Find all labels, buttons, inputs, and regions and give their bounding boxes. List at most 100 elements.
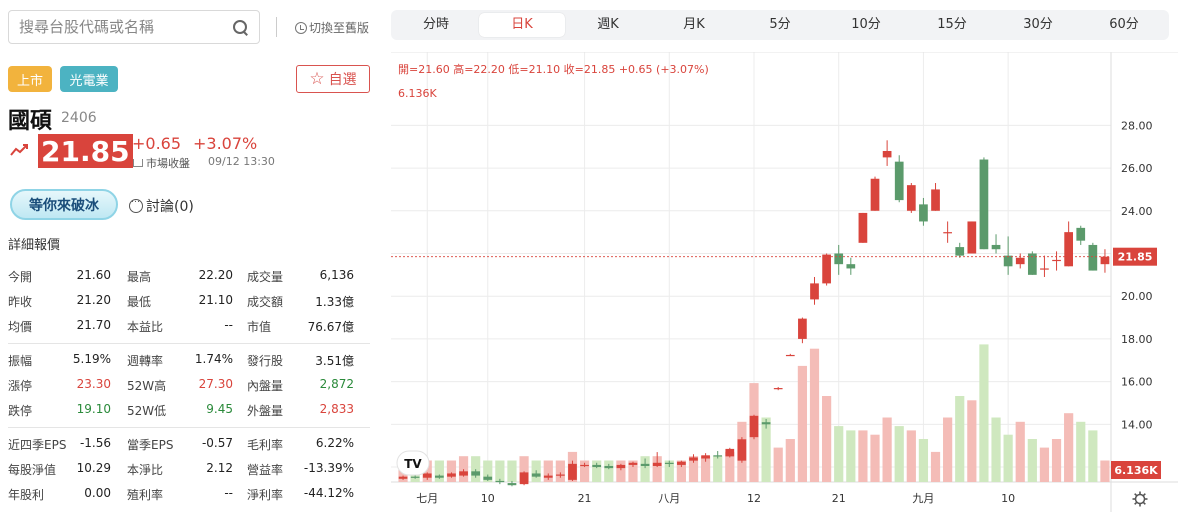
quote-value: 21.20 xyxy=(76,293,111,307)
quote-cell: 跌停 19.10 xyxy=(8,402,113,419)
volume-bar xyxy=(822,396,832,482)
settings-gear-icon xyxy=(1134,493,1146,505)
candlestick-chart[interactable]: 28.0026.0024.0022.0020.0018.0016.0014.00… xyxy=(391,52,1178,523)
quote-label: 漲停 xyxy=(8,379,33,393)
quote-value: 1.33億 xyxy=(315,295,354,309)
quote-value: -1.56 xyxy=(79,436,111,450)
quote-value: 19.10 xyxy=(76,402,111,416)
tab-4[interactable]: 5分 xyxy=(769,17,791,32)
candle-body xyxy=(858,212,868,243)
quote-label: 52W高 xyxy=(127,379,167,393)
volume-bar xyxy=(616,460,626,482)
tab-8[interactable]: 60分 xyxy=(1109,17,1139,32)
quote-label: 成交量 xyxy=(247,270,284,284)
tab-2[interactable]: 週K xyxy=(597,17,619,32)
star-icon: ☆ xyxy=(309,68,325,89)
quote-row: 昨收 21.20 最低 21.10 成交額 1.33億 xyxy=(8,289,370,314)
add-favorite-button[interactable]: ☆ 自選 xyxy=(296,65,370,93)
candle-body xyxy=(580,464,589,467)
tab-3[interactable]: 月K xyxy=(683,17,705,32)
quote-row: 今開 21.60 最高 22.20 成交量 6,136 xyxy=(8,264,370,289)
tab-1[interactable]: 日K xyxy=(479,13,565,37)
quote-value: 21.70 xyxy=(76,318,111,332)
break-ice-button[interactable]: 等你來破冰 xyxy=(10,189,118,220)
quote-value: 3.51億 xyxy=(315,354,354,368)
candle-body xyxy=(785,354,795,357)
volume-bar xyxy=(483,460,493,482)
quote-value: 5.19% xyxy=(72,352,111,366)
quote-row: 年股利 0.00 殖利率 -- 淨利率 -44.12% xyxy=(8,482,370,507)
volume-bar xyxy=(422,460,432,482)
volume-bar xyxy=(834,426,844,482)
candle-body xyxy=(955,247,965,256)
candle-body xyxy=(846,264,856,269)
volume-bar xyxy=(809,348,820,482)
quote-row: 每股淨值 10.29 本淨比 2.12 營益率 -13.39% xyxy=(8,457,370,482)
quote-value: -- xyxy=(224,318,233,332)
tab-5[interactable]: 10分 xyxy=(851,17,881,32)
volume-summary: 6.136K xyxy=(398,87,437,100)
volume-bar xyxy=(713,456,723,482)
volume-bar xyxy=(592,460,602,482)
chart-period-tabs: 分時 日K 週K 月K 5分 10分 15分 30分 60分 xyxy=(391,10,1169,40)
volume-bar xyxy=(555,460,565,482)
quote-label: 本淨比 xyxy=(127,463,164,477)
quote-cell: 本淨比 2.12 xyxy=(113,461,233,478)
candle-body xyxy=(773,388,783,390)
volume-bar xyxy=(797,365,808,482)
tradingview-logo: TV xyxy=(404,457,422,471)
tab-0[interactable]: 分時 xyxy=(422,17,449,32)
candle-body xyxy=(882,150,892,158)
quote-row: 均價 21.70 本益比 -- 市值 76.67億 xyxy=(8,314,370,339)
quote-label: 營益率 xyxy=(247,463,284,477)
search-box[interactable] xyxy=(8,10,260,44)
market-status: 市場收盤 xyxy=(133,155,190,171)
volume-bar xyxy=(640,456,650,482)
quote-separator xyxy=(8,343,370,344)
sector-tag[interactable]: 光電業 xyxy=(60,66,118,92)
volume-bar xyxy=(543,460,553,482)
x-tick-label: 八月 xyxy=(658,492,680,505)
search-icon[interactable] xyxy=(231,18,249,36)
candle-body xyxy=(447,473,456,477)
tab-6[interactable]: 15分 xyxy=(937,17,967,32)
market-tag[interactable]: 上市 xyxy=(8,66,52,92)
volume-bar xyxy=(1088,430,1098,482)
x-tick-label: 10 xyxy=(1001,492,1015,505)
volume-bar xyxy=(434,460,444,482)
quote-label: 52W低 xyxy=(127,404,167,418)
volume-bar xyxy=(906,430,916,482)
discussion-link[interactable]: 討論(0) xyxy=(129,195,194,216)
candle-body xyxy=(628,462,638,465)
candle-body xyxy=(725,448,735,457)
quote-value: 1.74% xyxy=(194,352,233,366)
quote-cell: 當季EPS -0.57 xyxy=(113,436,233,453)
volume-bar xyxy=(761,417,771,482)
candle-body xyxy=(822,254,831,284)
switch-version-link[interactable]: 切換至舊版 xyxy=(295,19,369,36)
quote-cell: 52W高 27.30 xyxy=(113,377,233,394)
favorite-label: 自選 xyxy=(328,72,357,88)
divider xyxy=(276,17,277,37)
tab-7[interactable]: 30分 xyxy=(1023,17,1053,32)
candle-body xyxy=(919,204,928,222)
left-panel: 切換至舊版 上市 光電業 ☆ 自選 國碩 2406 21.85 +0.65 +3… xyxy=(0,0,380,523)
candle-body xyxy=(749,415,759,438)
market-closed-icon xyxy=(133,159,143,167)
quote-label: 市值 xyxy=(247,320,272,334)
quote-cell: 今開 21.60 xyxy=(8,268,113,285)
current-price-label: 21.85 xyxy=(1118,251,1153,264)
search-input[interactable] xyxy=(19,18,231,36)
quote-label: 淨利率 xyxy=(247,488,284,502)
quote-cell: 外盤量 2,833 xyxy=(233,402,370,419)
quote-value: 6,136 xyxy=(319,268,354,282)
current-volume-label: 6.136K xyxy=(1114,464,1158,477)
candle-body xyxy=(810,283,819,300)
candle-body xyxy=(531,473,541,477)
candle-body xyxy=(398,476,408,479)
quote-label: 今開 xyxy=(8,270,33,284)
discussion-label: 討論(0) xyxy=(146,199,194,215)
volume-bar xyxy=(1100,460,1110,482)
settings-gear-tooth xyxy=(1142,501,1146,505)
quote-cell: 內盤量 2,872 xyxy=(233,377,370,394)
